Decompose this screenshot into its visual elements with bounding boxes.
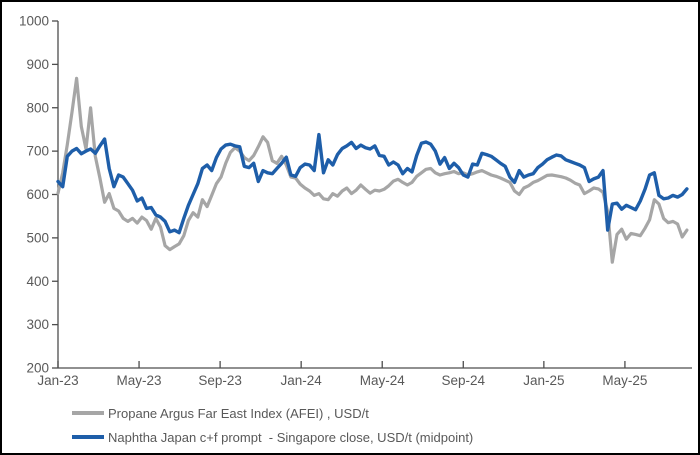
y-axis-tick-label: 800 [26,100,49,115]
series-line-propane-afei [56,76,689,264]
x-axis-tick-label: May-25 [602,373,647,388]
y-axis-tick-label: 500 [26,230,49,245]
y-axis-tick-label: 600 [26,187,49,202]
y-axis-tick-label: 400 [26,274,49,289]
y-axis-tick-label: 200 [26,361,49,376]
legend: Propane Argus Far East Index (AFEI) , US… [72,401,473,449]
legend-label-propane: Propane Argus Far East Index (AFEI) , US… [108,405,369,421]
y-axis-tick-label: 900 [26,57,49,72]
legend-item-naphtha: Naphtha Japan c+f prompt - Singapore clo… [72,425,473,449]
x-axis-tick-label: Jan-24 [281,373,323,388]
x-axis-tick-label: May-23 [117,373,162,388]
x-axis-tick-label: Jan-25 [523,373,564,388]
x-axis-tick-label: Sep-24 [442,373,486,388]
legend-label-naphtha: Naphtha Japan c+f prompt - Singapore clo… [108,429,474,445]
y-axis-tick-label: 300 [26,317,49,332]
legend-item-propane: Propane Argus Far East Index (AFEI) , US… [72,401,473,425]
x-axis-tick-label: Sep-23 [198,373,242,388]
series-line-naphtha-japan [56,132,689,235]
legend-swatch-propane-line [72,411,104,415]
x-axis-tick-label: May-24 [360,373,406,388]
y-axis-tick-label: 700 [26,144,49,159]
legend-swatch-naphtha-line [72,435,104,439]
x-axis-tick-label: Jan-23 [37,373,78,388]
y-axis-tick-label: 1000 [19,14,49,29]
